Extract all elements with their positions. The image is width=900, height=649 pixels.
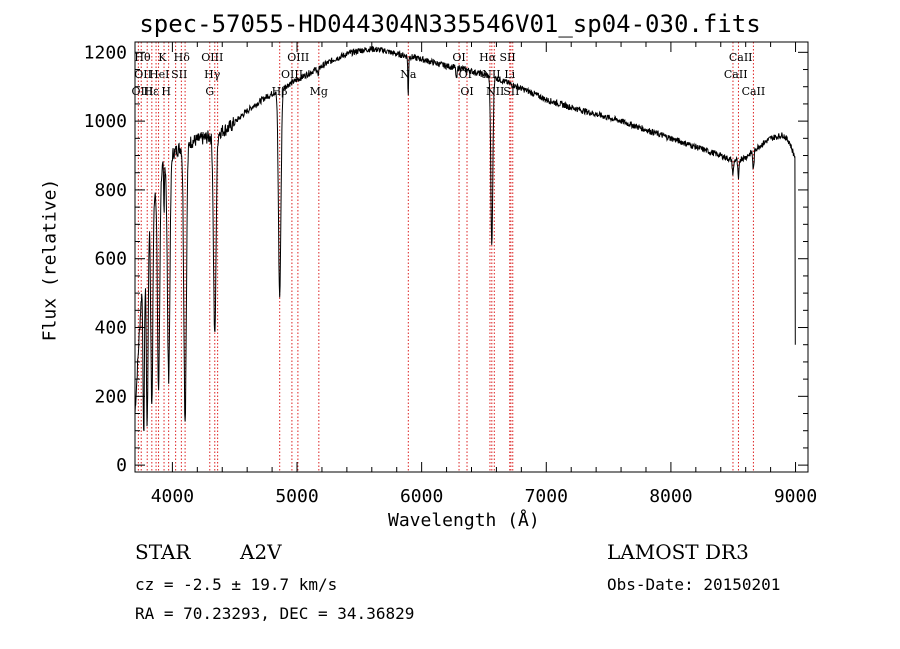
redshift-value: cz = -2.5 ± 19.7 km/s [135, 575, 338, 594]
coordinates: RA = 70.23293, DEC = 34.36829 [135, 604, 415, 623]
y-tick-label: 600 [94, 249, 127, 270]
plot-frame [134, 41, 809, 473]
line-id-label: CaII [742, 85, 766, 98]
line-id-label: SII [500, 51, 516, 64]
line-id-label: OIII [287, 51, 309, 64]
line-id-label: Na [400, 68, 417, 81]
y-tick-label: 1200 [84, 42, 127, 63]
line-id-label: Hε [144, 85, 160, 98]
line-id-label: Li [504, 68, 515, 81]
x-tick-label: 9000 [774, 486, 817, 507]
line-id-label: OI [460, 85, 473, 98]
y-tick-label: 0 [116, 455, 127, 476]
y-tick-label: 200 [94, 386, 127, 407]
line-id-label: Hδ [174, 51, 191, 64]
line-id-label: Hγ [204, 68, 221, 81]
line-id-label: SII [171, 68, 187, 81]
line-id-label: OIII [281, 68, 303, 81]
spectrum-line [134, 46, 796, 432]
observation-date: Obs-Date: 20150201 [607, 575, 781, 594]
x-axis-label: Wavelength (Å) [388, 510, 540, 531]
line-id-label: Hθ [134, 51, 151, 64]
x-tick-label: 4000 [151, 486, 194, 507]
line-id-label: CaII [729, 51, 753, 64]
spectral-subclass: A2V [240, 540, 282, 564]
x-tick-label: 5000 [275, 486, 318, 507]
line-id-label: OIII [201, 51, 223, 64]
x-tick-label: 8000 [649, 486, 692, 507]
object-type: STAR [135, 540, 191, 564]
line-id-label: NII [486, 85, 504, 98]
line-id-label: OI [459, 68, 472, 81]
x-tick-label: 6000 [400, 486, 443, 507]
y-tick-label: 1000 [84, 111, 127, 132]
y-tick-label: 400 [94, 318, 127, 339]
y-tick-label: 800 [94, 180, 127, 201]
line-id-label: NII [482, 68, 500, 81]
line-id-label: OIII [131, 85, 153, 98]
line-id-label: H [161, 85, 171, 98]
y-axis-label: Flux (relative) [39, 178, 61, 342]
line-id-label: SII [503, 85, 519, 98]
line-id-label: HeI [149, 68, 169, 81]
line-id-label: Hβ [272, 85, 288, 98]
line-id-label: Hα [479, 51, 497, 64]
line-id-label: G [205, 85, 214, 98]
line-id-label: Mg [310, 85, 328, 98]
line-id-label: OII [134, 68, 152, 81]
line-id-label: OI [452, 51, 465, 64]
line-id-label: CaII [724, 68, 748, 81]
x-tick-label: 7000 [525, 486, 568, 507]
survey-name: LAMOST DR3 [607, 540, 749, 564]
line-id-label: K [158, 51, 167, 64]
chart-title: spec-57055-HD044304N335546V01_sp04-030.f… [139, 10, 761, 38]
